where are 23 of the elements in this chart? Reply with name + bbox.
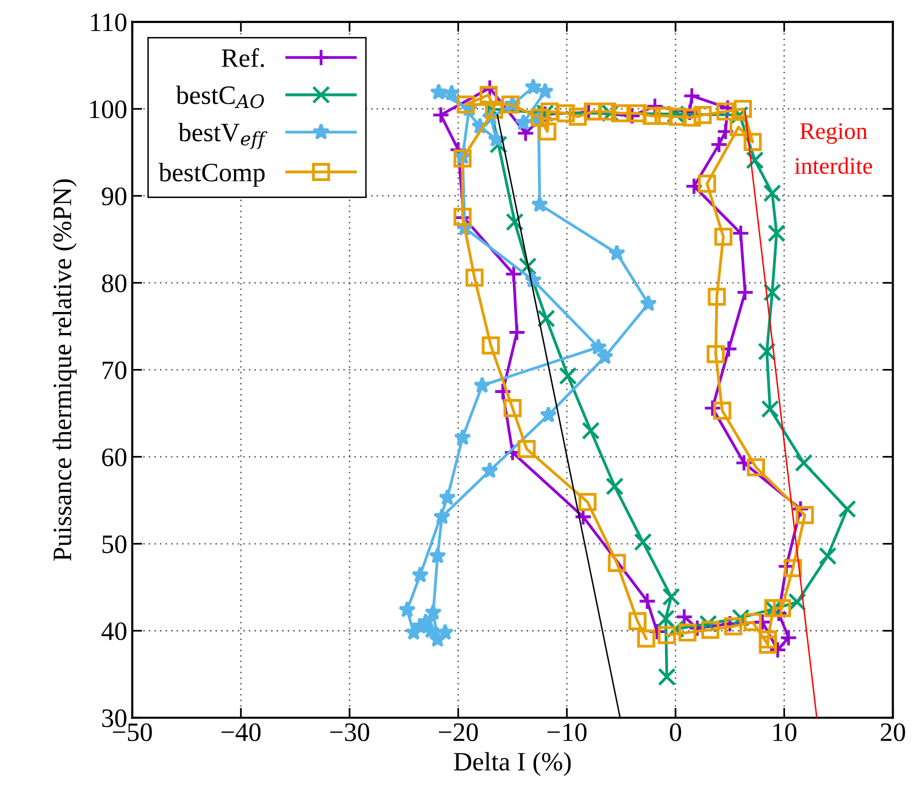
y-tick-label: 50 (102, 535, 126, 554)
legend-label: bestC$_{AO}$ (176, 86, 264, 108)
annotation: interdite (794, 157, 872, 174)
x-tick-label: −30 (330, 723, 370, 742)
y-tick-label: 90 (102, 187, 126, 206)
x-tick-label: 20 (880, 723, 906, 742)
y-tick-label: 100 (90, 100, 126, 118)
y-tick-label: 70 (102, 361, 126, 380)
legend-label: bestV$_{eff}$ (178, 122, 268, 150)
x-axis-title: Delta I (%) (454, 752, 571, 776)
annotation: Region (800, 123, 868, 144)
y-tick-label: 80 (102, 274, 126, 292)
x-tick-label: −40 (222, 723, 261, 742)
y-tick-label: 40 (102, 622, 126, 640)
x-tick-label: 10 (773, 723, 796, 742)
y-axis-title: Puissance thermique relative (%PN) (52, 179, 77, 561)
y-tick-label: 110 (91, 14, 126, 32)
y-tick-label: 60 (102, 448, 126, 466)
legend-label: bestComp (158, 162, 265, 187)
x-tick-label: −20 (438, 723, 478, 742)
x-tick-label: 0 (670, 723, 682, 742)
legend-label: Ref. (222, 48, 264, 68)
x-tick-label: −10 (548, 723, 587, 742)
